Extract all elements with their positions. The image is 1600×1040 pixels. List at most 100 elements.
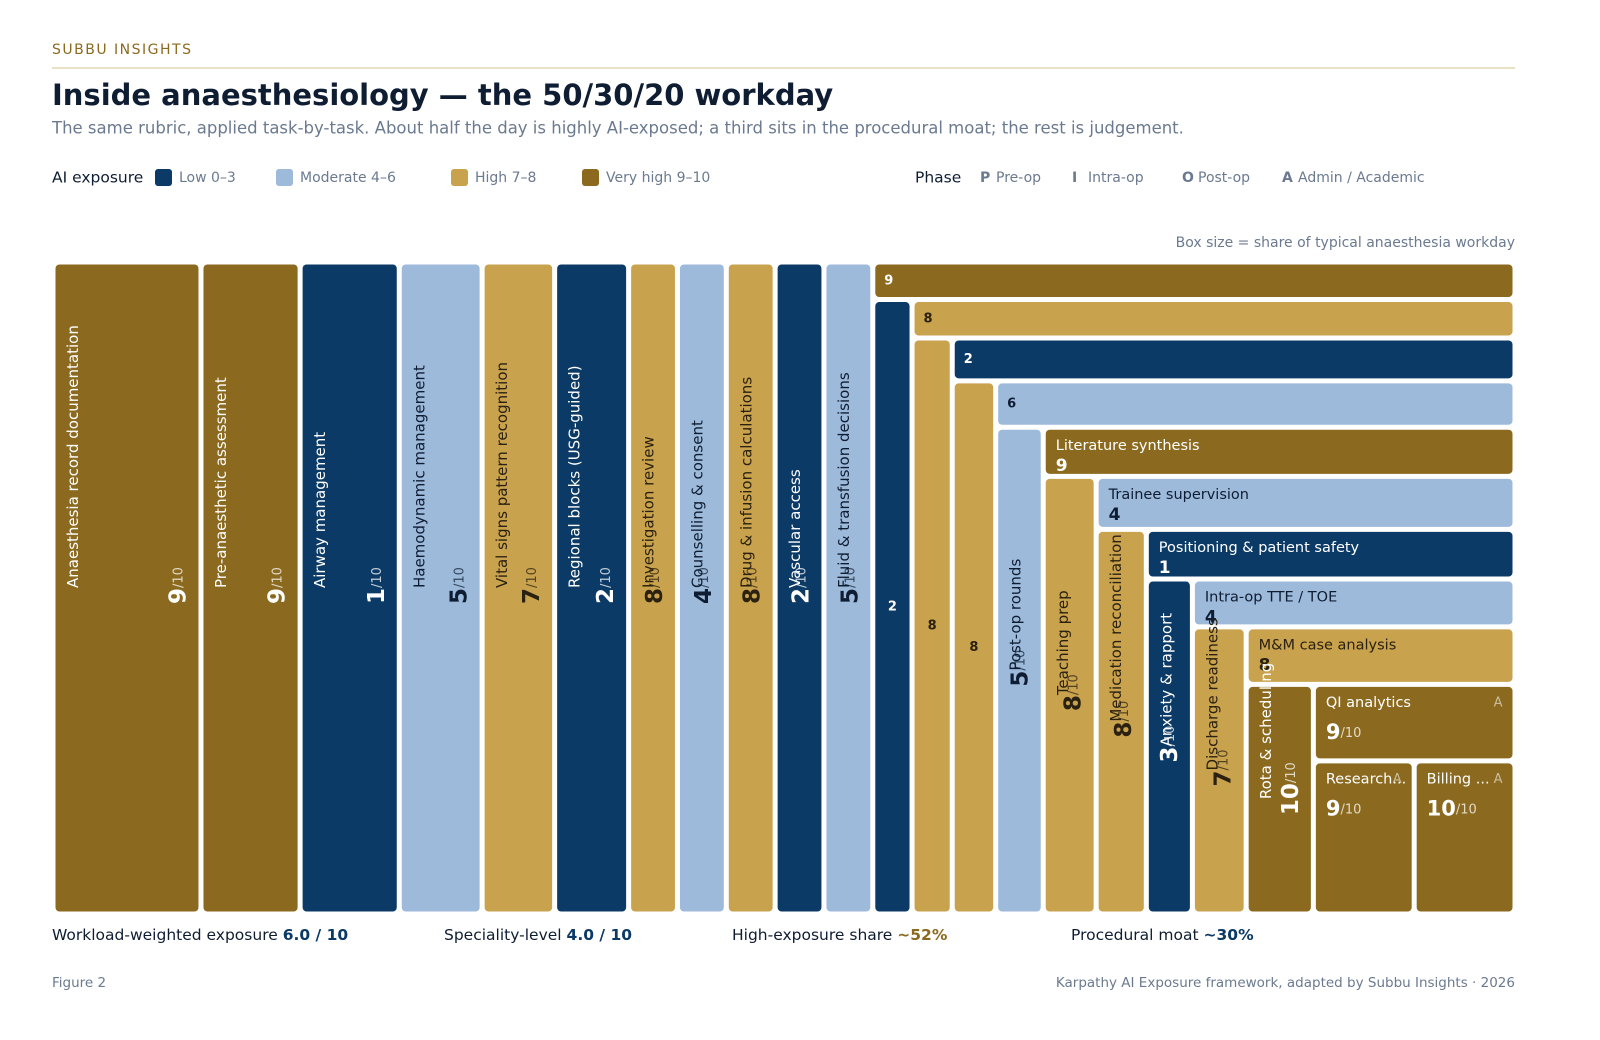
- chart-title: Inside anaesthesiology — the 50/30/20 wo…: [52, 78, 833, 112]
- score-value: 9: [1056, 456, 1068, 476]
- tile: [728, 264, 773, 912]
- score-value: 9: [1326, 796, 1341, 820]
- stat-label: Speciality-level: [444, 926, 562, 944]
- tile-label: Vascular access: [786, 469, 804, 588]
- tile-score: 4/10: [690, 567, 716, 604]
- score-value: 7: [519, 588, 545, 604]
- tile-phase: A: [1393, 772, 1402, 787]
- tile-label: Anaesthesia record documentation: [64, 325, 82, 588]
- stat: Procedural moat ~30%: [1071, 926, 1254, 944]
- tile-score: 1/10: [363, 567, 389, 604]
- tile-label: Regional blocks (USG-guided): [566, 365, 584, 588]
- legend-label: High 7–8: [475, 170, 536, 186]
- tile-score: 7/10: [1210, 750, 1236, 787]
- tile-label: Teaching prep: [1054, 590, 1072, 696]
- score-value: 9: [264, 588, 290, 604]
- tile: [875, 264, 1513, 298]
- score-value: 4: [1109, 505, 1121, 525]
- tile-score: 5/10: [446, 567, 472, 604]
- tile-score: 2: [964, 352, 973, 367]
- tile-label: Post-op rounds: [1007, 559, 1025, 671]
- tile: [954, 340, 1513, 379]
- score-suffix: /10: [1283, 762, 1298, 783]
- tile-label: Positioning & patient safety: [1159, 540, 1360, 556]
- score-suffix: /10: [1162, 726, 1177, 747]
- score-value: 10: [1427, 796, 1456, 820]
- source: Karpathy AI Exposure framework, adapted …: [1056, 975, 1515, 991]
- score-suffix: /10: [1340, 725, 1361, 740]
- stat: Speciality-level 4.0 / 10: [444, 926, 632, 944]
- tile: [1315, 763, 1412, 912]
- tile-score: 2/10: [788, 567, 814, 604]
- tile-score: 10/10: [1277, 762, 1303, 815]
- tile-label: Vital signs pattern recognition: [493, 362, 511, 588]
- tile-score: 4: [1109, 505, 1121, 525]
- figure-label: Figure 2: [52, 975, 106, 991]
- score-suffix: /10: [270, 567, 285, 588]
- tile-score: 10/10: [1427, 796, 1477, 820]
- tile-score: 9/10: [1326, 720, 1362, 744]
- tile-score: 9/10: [264, 567, 290, 604]
- tile-score: 2: [888, 599, 897, 614]
- phase-label: Admin / Academic: [1298, 170, 1425, 186]
- tile: [777, 264, 822, 912]
- tile-score: 6: [1007, 397, 1016, 412]
- tile: [631, 264, 675, 912]
- phase-key: P: [980, 170, 990, 186]
- tile-score: 5/10: [837, 567, 863, 604]
- tile: [679, 264, 724, 912]
- score-suffix: /10: [1216, 750, 1231, 771]
- stat-label: High-exposure share: [732, 926, 892, 944]
- legend-swatch: [582, 169, 599, 186]
- tile-score: 7/10: [519, 567, 545, 604]
- score-suffix: /10: [1456, 802, 1477, 817]
- tile-label: Airway management: [311, 432, 329, 588]
- score-value: 2: [593, 588, 619, 604]
- score-value: 8: [1060, 695, 1086, 711]
- tile-score: 8/10: [1110, 701, 1136, 738]
- score-suffix: /10: [525, 567, 540, 588]
- tile: [1045, 429, 1513, 474]
- tile-phase: A: [1494, 695, 1503, 710]
- tile: [1416, 763, 1513, 912]
- phase-legend-title: Phase: [915, 169, 961, 187]
- tile-label: QI analytics: [1326, 695, 1411, 711]
- score-value: 8: [641, 588, 667, 604]
- tile: [1248, 686, 1311, 912]
- tile-score: 4: [1205, 608, 1217, 628]
- phase-key: I: [1072, 170, 1077, 186]
- score-value: 8: [1110, 722, 1136, 738]
- score-suffix: /10: [452, 567, 467, 588]
- score-value: 5: [1007, 671, 1033, 687]
- stat-value: ~52%: [897, 926, 948, 944]
- tile-score: 8: [924, 311, 933, 326]
- size-note: Box size = share of typical anaesthesia …: [1176, 235, 1515, 251]
- tile-label: Discharge readiness: [1203, 618, 1221, 770]
- exposure-legend-title: AI exposure: [52, 169, 143, 187]
- score-value: 4: [690, 588, 716, 604]
- stat-value: 6.0 / 10: [283, 926, 349, 944]
- tile-label: Pre-anaesthetic assessment: [212, 377, 230, 588]
- tile: [1148, 531, 1513, 577]
- phase-label: Intra-op: [1088, 170, 1144, 186]
- tile-label: Drug & infusion calculations: [737, 377, 755, 588]
- score-suffix: /10: [843, 567, 858, 588]
- score-value: 4: [1205, 608, 1217, 628]
- score-value: 9: [165, 588, 191, 604]
- tile: [203, 264, 298, 912]
- score-value: 1: [1159, 558, 1171, 578]
- tile: [1194, 581, 1513, 625]
- stat-value: 4.0 / 10: [567, 926, 633, 944]
- tile-score: 9: [884, 273, 893, 288]
- score-suffix: /10: [1340, 802, 1361, 817]
- tile: [302, 264, 397, 912]
- tile: [1045, 478, 1094, 912]
- chart-subtitle: The same rubric, applied task-by-task. A…: [51, 119, 1184, 138]
- stat: High-exposure share ~52%: [732, 926, 948, 944]
- tile-phase: A: [1494, 772, 1503, 787]
- brand: SUBBU INSIGHTS: [52, 42, 192, 58]
- legend-label: Low 0–3: [179, 170, 236, 186]
- tile-score: 1: [1159, 558, 1171, 578]
